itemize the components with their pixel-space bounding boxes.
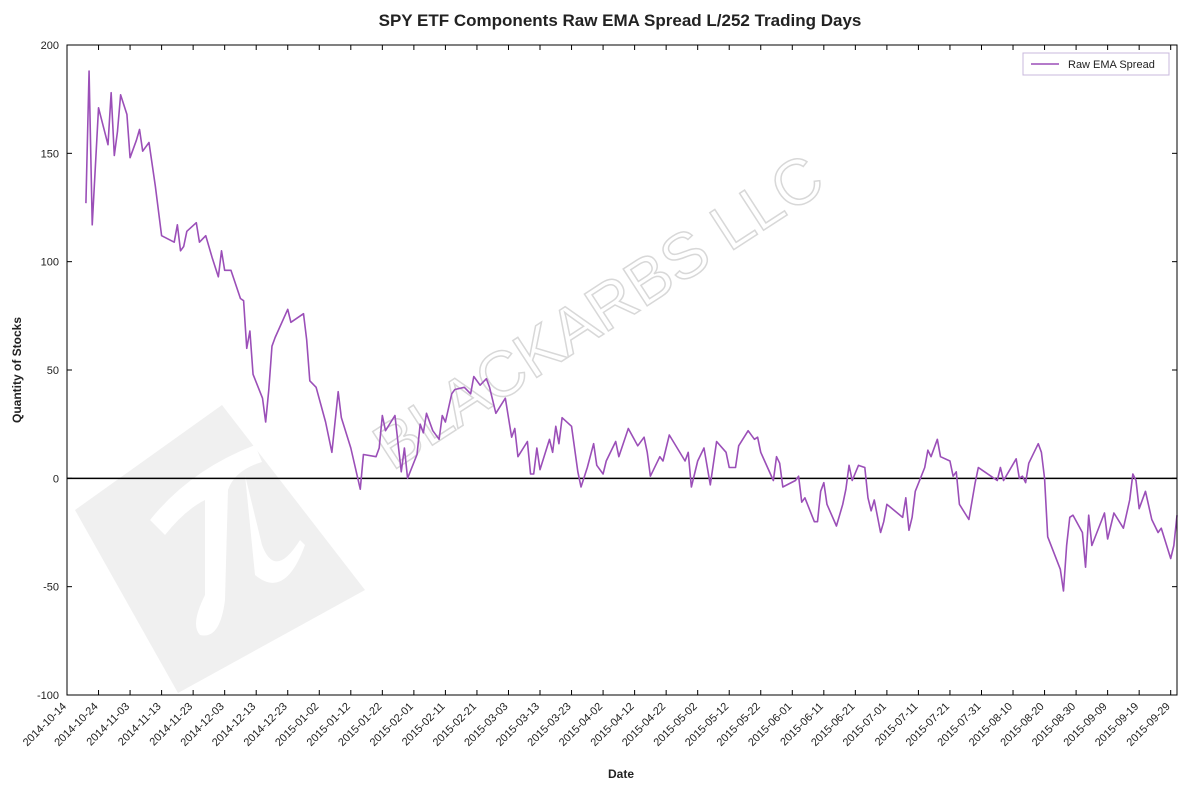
y-tick-label: -100: [37, 690, 59, 702]
y-tick-label: 150: [41, 148, 59, 160]
chart-title: SPY ETF Components Raw EMA Spread L/252 …: [379, 11, 862, 30]
logo-pi: [150, 445, 262, 636]
y-tick-label: -50: [43, 582, 59, 594]
series: [85, 70, 1178, 592]
y-tick-label: 0: [53, 473, 59, 485]
x-axis-label: Date: [608, 767, 634, 781]
y-tick-label: 100: [41, 257, 59, 269]
watermark-logo: [75, 405, 365, 693]
logo-pi-leg: [245, 475, 305, 583]
plot-frame: [66, 44, 1178, 696]
legend-box: [1022, 52, 1170, 76]
y-tick-label: 200: [41, 40, 59, 52]
legend-label: Raw EMA Spread: [1068, 59, 1155, 71]
y-tick-label: 50: [47, 365, 59, 377]
data-line: [85, 70, 1178, 592]
y-axis-label: Quantity of Stocks: [10, 317, 24, 423]
